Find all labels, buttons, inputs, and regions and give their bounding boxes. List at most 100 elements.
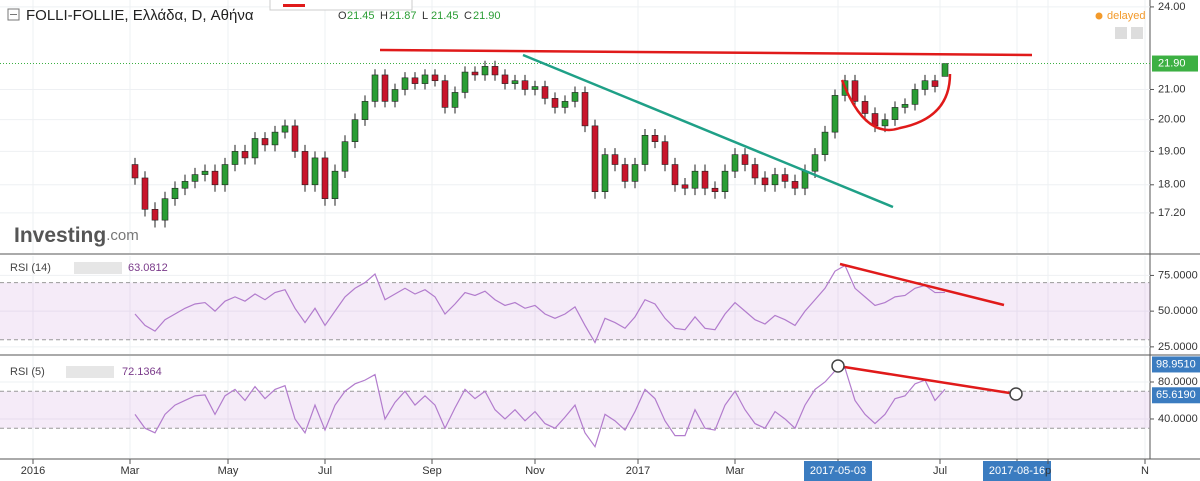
x-tick-label: 2017-08-16	[989, 465, 1045, 477]
candle-body	[791, 181, 799, 189]
y-tick-label: 24.00	[1158, 1, 1186, 13]
candle-body	[411, 77, 419, 84]
ohlc-key: O	[338, 10, 347, 22]
x-tick-label: Jul	[318, 465, 332, 477]
candle-body	[331, 170, 339, 199]
x-crosshair-label	[983, 461, 1051, 481]
rsi-line	[134, 264, 946, 344]
candle-body	[471, 71, 479, 76]
candle-body	[481, 66, 489, 76]
candle-body	[151, 209, 159, 221]
watermark: Investing.com	[14, 224, 139, 247]
x-tick-label: Mar	[121, 465, 140, 477]
legend-icons[interactable]	[66, 366, 114, 378]
candle-body	[181, 181, 189, 189]
candle-body	[731, 154, 739, 172]
price-label-box	[1152, 356, 1200, 373]
rsi-band	[0, 282, 1150, 340]
candle-body	[661, 141, 669, 165]
cup-arc[interactable]	[840, 73, 952, 132]
candle-body	[811, 154, 819, 172]
chart-title: FOLLI-FOLLIE, Ελλάδα, D, Αθήνα	[26, 7, 254, 24]
candle-body	[201, 170, 209, 175]
candle-body	[591, 125, 599, 193]
last-price-label: 21.90	[1158, 57, 1186, 69]
candle-body	[601, 154, 609, 193]
y-tick-label: 25.0000	[1158, 341, 1198, 353]
candle-body	[431, 74, 439, 82]
icon[interactable]	[1131, 27, 1143, 39]
candle-body	[911, 89, 919, 105]
legend-icons[interactable]	[74, 262, 122, 274]
ohlc-value: 21.90	[473, 10, 501, 22]
toolbar-color[interactable]	[283, 4, 305, 7]
watermark-word: Investing	[14, 224, 106, 247]
candle-body	[561, 101, 569, 108]
candle-body	[701, 170, 709, 189]
ohlc-key: L	[422, 10, 428, 22]
candle-body	[861, 101, 869, 114]
candle-body	[341, 141, 349, 172]
candle-body	[171, 187, 179, 199]
price-label: 98.9510	[1156, 358, 1196, 370]
trendline[interactable]	[837, 364, 1017, 396]
candle-body	[691, 170, 699, 189]
trendline[interactable]	[522, 53, 894, 209]
candle-body	[741, 154, 749, 165]
candle-body	[891, 107, 899, 120]
candle-body	[321, 157, 329, 199]
drawing-handle[interactable]	[1009, 387, 1023, 401]
x-tick-label: May	[218, 465, 239, 477]
y-tick-label: 17.20	[1158, 207, 1186, 219]
candle-body	[611, 154, 619, 165]
candle-body	[451, 92, 459, 108]
y-tick-label: 18.00	[1158, 179, 1186, 191]
candle-body	[761, 177, 769, 186]
icon[interactable]	[1115, 27, 1127, 39]
candle-body	[581, 92, 589, 127]
candle-body	[401, 77, 409, 90]
candle-body	[191, 174, 199, 182]
y-tick-label: 75.0000	[1158, 269, 1198, 281]
ohlc-value: 21.87	[389, 10, 417, 22]
x-tick-label: Jul	[933, 465, 947, 477]
ohlc-value: 21.45	[347, 10, 375, 22]
legend-title: RSI (14)	[10, 262, 51, 274]
x-tick-label: 2017	[626, 465, 650, 477]
candle-body	[571, 92, 579, 102]
drawing-handle[interactable]	[831, 359, 845, 373]
x-tick-label: Nov	[525, 465, 545, 477]
rsi-band	[0, 391, 1150, 429]
candle-body	[441, 80, 449, 108]
candle-body	[221, 164, 229, 186]
rsi-line	[134, 367, 946, 449]
x-tick-label: 2016	[21, 465, 45, 477]
candle-body	[501, 74, 509, 84]
x-crosshair-label	[804, 461, 872, 481]
candle-body	[141, 177, 149, 210]
toolbar[interactable]	[269, 0, 413, 11]
candle-body	[781, 174, 789, 182]
legend-value: 63.0812	[128, 262, 168, 274]
y-tick-label: 19.00	[1158, 145, 1186, 157]
trendline[interactable]	[379, 48, 1033, 57]
x-tick-label: N	[1141, 465, 1149, 477]
candle-body	[751, 164, 759, 179]
candle-body	[641, 135, 649, 165]
y-tick-label: 20.00	[1158, 114, 1186, 126]
trendline[interactable]	[839, 262, 1005, 307]
ohlc-key: H	[380, 10, 388, 22]
candle-body	[901, 104, 909, 108]
candle-body	[391, 89, 399, 102]
candle-body	[931, 80, 939, 87]
legend-title: RSI (5)	[10, 366, 45, 378]
candle-body	[671, 164, 679, 186]
status: delayed	[1107, 10, 1146, 22]
ohlc-key: C	[464, 10, 472, 22]
candle-body	[291, 125, 299, 152]
ohlc-value: 21.45	[431, 10, 459, 22]
candle-body	[831, 95, 839, 133]
y-tick-label: 40.0000	[1158, 413, 1198, 425]
candle-body	[211, 170, 219, 186]
